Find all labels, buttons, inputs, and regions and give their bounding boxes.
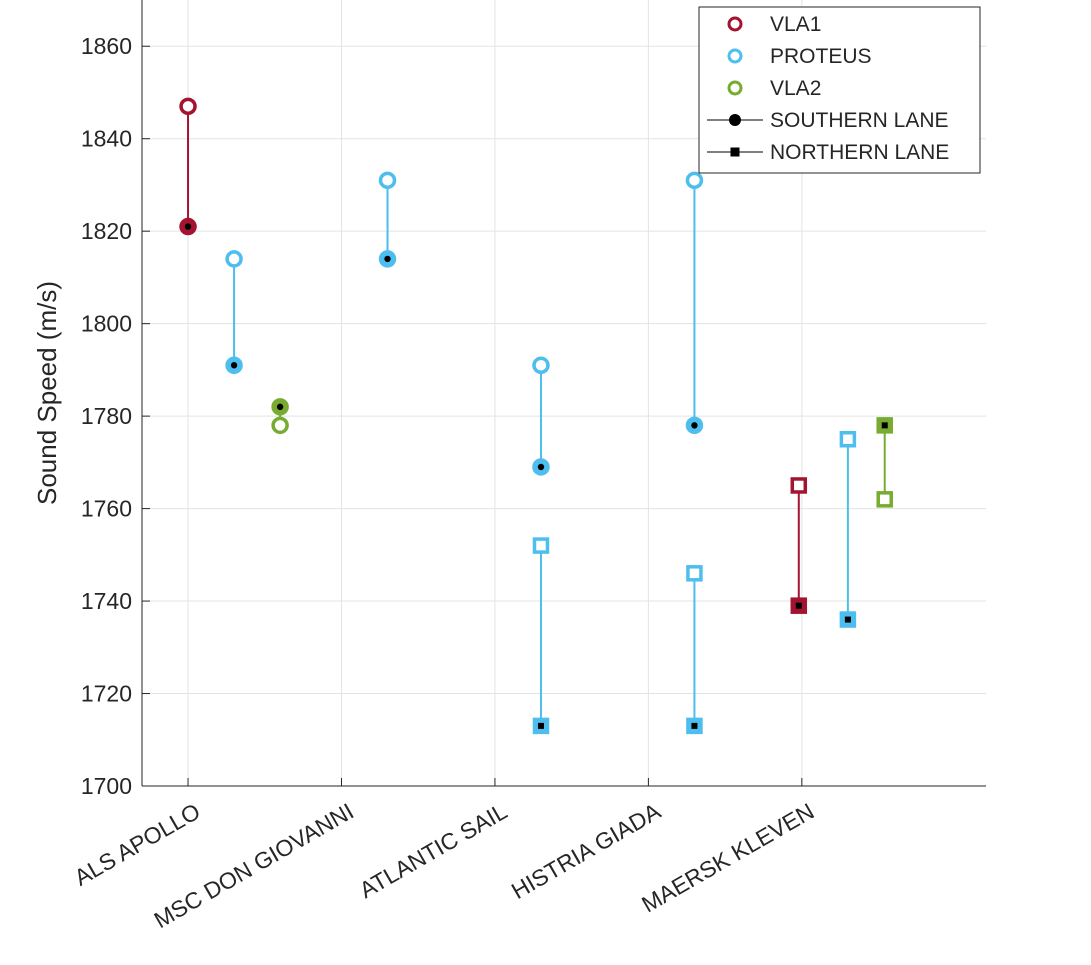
open-circle-marker: [179, 97, 197, 116]
open-square-marker: [686, 565, 703, 582]
y-tick-label: 1840: [81, 126, 132, 152]
legend-circle-icon: [727, 80, 743, 96]
lane-dot: [184, 223, 192, 230]
open-circle-marker: [685, 171, 704, 190]
x-tick-label: HISTRIA GIADA: [507, 797, 666, 904]
lane-square: [795, 602, 802, 609]
legend-label: SOUTHERN LANE: [770, 109, 949, 132]
open-circle-marker: [271, 416, 289, 435]
legend-square-icon: [730, 147, 740, 157]
open-square-marker: [790, 477, 808, 494]
lane-square: [844, 616, 851, 623]
lane-square: [691, 722, 698, 729]
y-tick-label: 1720: [81, 681, 132, 707]
y-tick-label: 1800: [81, 311, 132, 337]
grid: [142, 0, 986, 787]
y-tick-label: 1740: [81, 588, 132, 614]
lane-dot: [537, 463, 545, 471]
open-circle-marker: [378, 171, 397, 190]
open-square-marker: [839, 430, 857, 448]
legend-label: VLA1: [770, 13, 821, 36]
legend-label: VLA2: [770, 77, 821, 100]
open-square-marker: [876, 491, 893, 508]
open-square-marker: [532, 537, 550, 554]
x-tick-label: ATLANTIC SAIL: [355, 798, 512, 903]
series-layer: [179, 97, 893, 735]
lane-dot: [384, 255, 391, 263]
x-tick-label: ALS APOLLO: [70, 798, 205, 891]
legend-dot-icon: [729, 114, 741, 126]
legend: VLA1 PROTEUS VLA2 SOUTHERN LANE NORTHERN LAN…: [698, 6, 981, 174]
lane-dot: [276, 403, 284, 411]
y-tick-label: 1760: [81, 496, 132, 522]
y-tick-label: 1780: [81, 403, 132, 429]
y-axis-label: Sound Speed (m/s): [32, 281, 62, 505]
open-circle-marker: [532, 356, 550, 375]
legend-circle-icon: [727, 48, 743, 64]
legend-label: NORTHERN LANE: [770, 141, 949, 164]
lane-dot: [230, 362, 238, 369]
legend-circle-icon: [727, 16, 743, 32]
lane-dot: [691, 422, 698, 429]
x-tick-label: MAERSK KLEVEN: [637, 798, 818, 918]
legend-label: PROTEUS: [770, 45, 872, 68]
y-tick-label: 1700: [81, 773, 132, 799]
y-tick-label: 1820: [81, 218, 132, 244]
legend-box: [698, 6, 981, 174]
lane-square: [881, 422, 888, 429]
lane-square: [537, 722, 544, 729]
open-circle-marker: [225, 250, 243, 268]
y-tick-label: 1860: [81, 33, 132, 59]
